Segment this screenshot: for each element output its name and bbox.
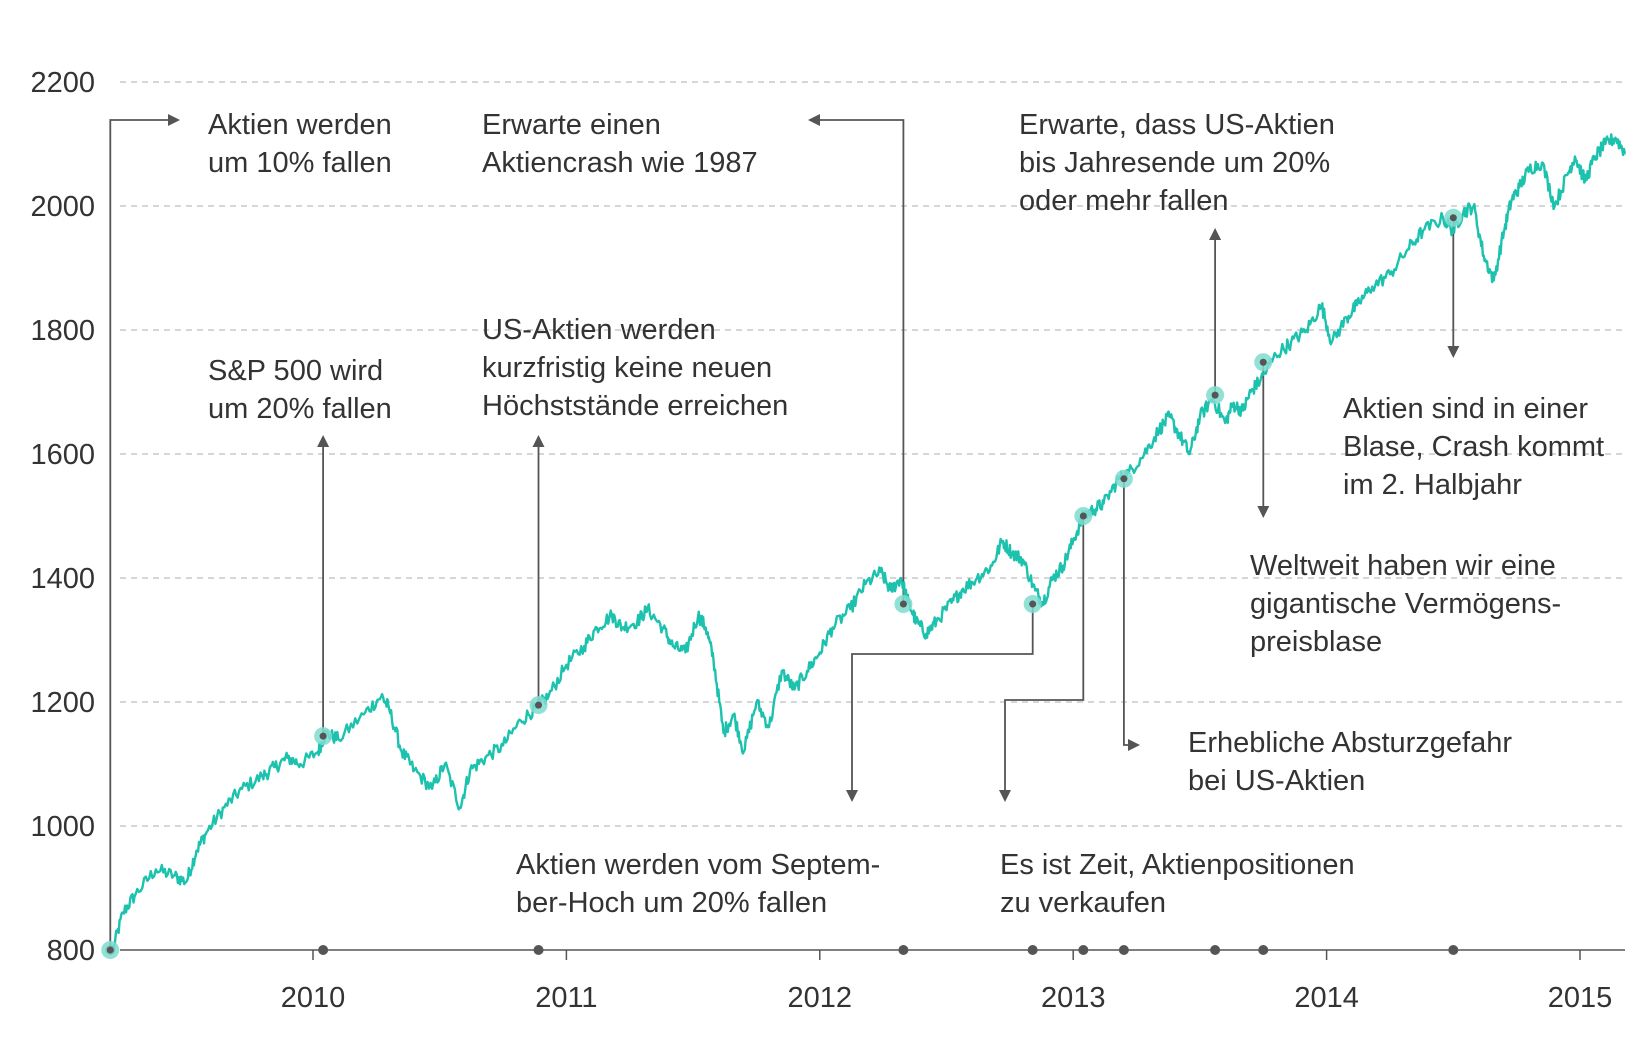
annotation-7: Erhebliche Absturzgefahr bei US-Aktien: [1188, 727, 1512, 797]
event-markers: [101, 208, 1463, 959]
annotation-8-line-3: oder mehr fallen: [1019, 185, 1229, 217]
connector-7: [1123, 478, 1140, 751]
y-tick-label-1400: 1400: [30, 563, 95, 595]
axis-dot-6: [1078, 945, 1089, 955]
annotation-1: Aktien werden um 10% fallen: [208, 109, 392, 179]
event-marker-2: [319, 732, 327, 740]
x-tick-label-2010: 2010: [281, 982, 346, 1014]
y-tick-label-1800: 1800: [30, 315, 95, 347]
x-axis: 2010 2011 2012 2013 2014 2015: [120, 949, 1625, 1014]
annotation-7-line-1: Erhebliche Absturzgefahr: [1188, 727, 1512, 759]
annotation-3: Erwarte einen Aktiencrash wie 1987: [482, 109, 758, 179]
y-tick-label-800: 800: [47, 935, 95, 967]
connector-6: [999, 516, 1085, 802]
axis-dot-5: [1027, 945, 1038, 955]
annotation-8-line-1: Erwarte, dass US-Aktien: [1019, 109, 1335, 141]
annotation-10-line-2: Blase, Crash kommt: [1343, 431, 1604, 463]
connector-3: [808, 114, 905, 604]
annotation-9-line-2: gigantische Vermögens-: [1250, 588, 1561, 620]
event-marker-1: [106, 946, 114, 954]
annotation-6: Es ist Zeit, Aktienpositionen zu verkaufe…: [1000, 849, 1355, 919]
event-marker-7: [1120, 475, 1128, 483]
annotation-6-line-1: Es ist Zeit, Aktienpositionen: [1000, 849, 1355, 881]
annotation-5-line-2: ber-Hoch um 20% fallen: [516, 887, 827, 919]
connector-1: [109, 114, 180, 950]
annotation-5: Aktien werden vom Septem-ber-Hoch um 20%…: [516, 849, 880, 919]
event-marker-8: [1211, 391, 1219, 399]
annotation-4-line-1: US-Aktien werden: [482, 314, 716, 346]
annotation-9: Weltweit haben wir eine gigantische Vermö…: [1250, 550, 1561, 658]
event-marker-9: [1259, 358, 1267, 366]
event-marker-10: [1449, 214, 1457, 222]
event-marker-4: [899, 600, 907, 608]
series-line: [111, 133, 1626, 951]
y-tick-label-1200: 1200: [30, 687, 95, 719]
grid-lines: [120, 81, 1625, 827]
axis-dot-3: [533, 945, 544, 955]
annotation-connectors: [109, 114, 1460, 950]
x-tick-label-2015: 2015: [1548, 982, 1613, 1014]
annotation-4: US-Aktien werden kurzfristig keine neuen H…: [482, 314, 788, 422]
annotation-2-line-1: S&P 500 wird: [208, 355, 383, 387]
annotation-10: Aktien sind in einer Blase, Crash kommt im…: [1343, 393, 1604, 501]
annotation-4-line-3: Höchststände erreichen: [482, 390, 788, 422]
annotation-8: Erwarte, dass US-Aktien bis Jahresende um…: [1019, 109, 1335, 217]
axis-dot-10: [1448, 945, 1459, 955]
x-tick-label-2012: 2012: [788, 982, 853, 1014]
x-tick-label-2014: 2014: [1294, 982, 1359, 1014]
axis-dot-8: [1210, 945, 1221, 955]
x-tick-label-2011: 2011: [535, 982, 597, 1014]
annotation-7-line-2: bei US-Aktien: [1188, 765, 1365, 797]
annotation-6-line-2: zu verkaufen: [1000, 887, 1166, 919]
y-axis-labels: 800 1000 1200 1400 1600 1800 2000 2200: [30, 67, 95, 967]
annotation-1-line-1: Aktien werden: [208, 109, 392, 141]
y-tick-label-1000: 1000: [30, 811, 95, 843]
annotation-10-line-1: Aktien sind in einer: [1343, 393, 1588, 425]
connector-5: [846, 604, 1034, 802]
annotation-2: S&P 500 wird um 20% fallen: [208, 355, 392, 425]
event-marker-3: [535, 701, 543, 709]
y-tick-label-2200: 2200: [30, 67, 95, 99]
x-tick-label-2013: 2013: [1041, 982, 1106, 1014]
annotation-9-line-1: Weltweit haben wir eine: [1250, 550, 1556, 582]
annotation-3-line-2: Aktiencrash wie 1987: [482, 147, 758, 179]
annotation-2-line-2: um 20% fallen: [208, 393, 392, 425]
annotation-4-line-2: kurzfristig keine neuen: [482, 352, 772, 384]
annotation-3-line-1: Erwarte einen: [482, 109, 661, 141]
axis-dot-4: [898, 945, 909, 955]
annotation-8-line-2: bis Jahresende um 20%: [1019, 147, 1330, 179]
event-marker-6: [1079, 512, 1087, 520]
annotations: Aktien werden um 10% fallen S&P 500 wird um…: [208, 109, 1604, 919]
event-marker-5: [1029, 600, 1037, 608]
price-line: [111, 133, 1626, 951]
annotation-5-line-1: Aktien werden vom Septem-: [516, 849, 880, 881]
axis-dot-7: [1118, 945, 1129, 955]
axis-dot-2: [318, 945, 329, 955]
axis-dot-9: [1258, 945, 1269, 955]
annotation-10-line-3: im 2. Halbjahr: [1343, 469, 1522, 501]
y-tick-label-1600: 1600: [30, 439, 95, 471]
annotation-1-line-2: um 10% fallen: [208, 147, 392, 179]
y-tick-label-2000: 2000: [30, 191, 95, 223]
annotation-9-line-3: preisblase: [1250, 626, 1382, 658]
